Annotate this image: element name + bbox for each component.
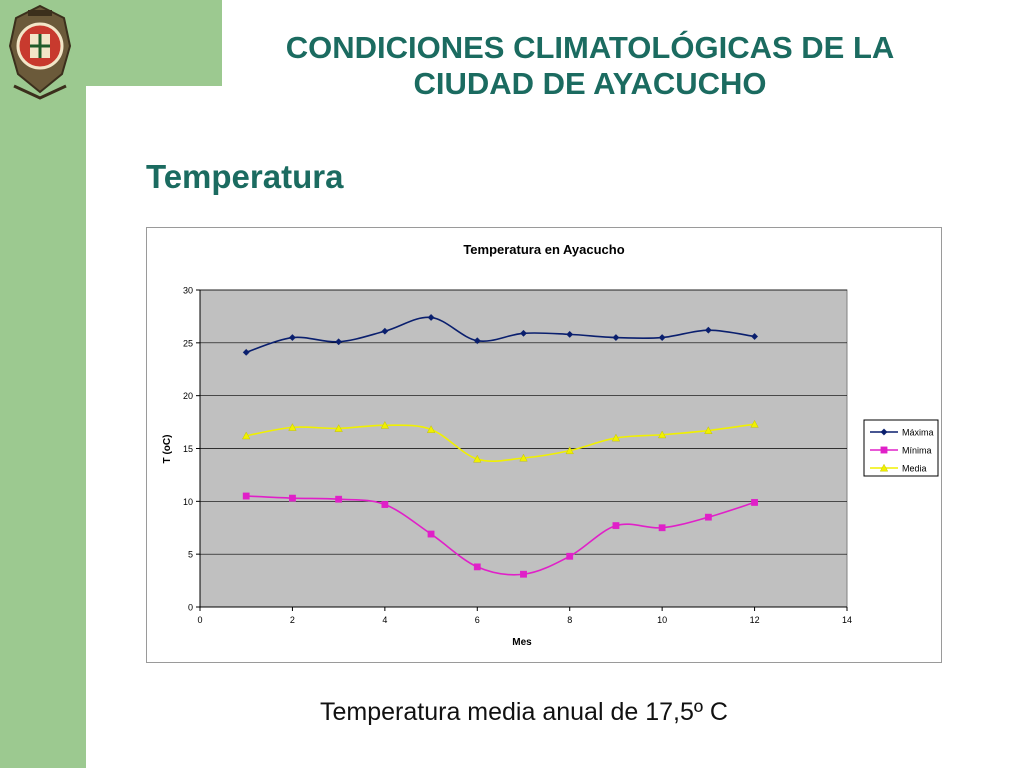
- data-point-m-xima: [520, 329, 527, 337]
- legend-label-m-nima: Mínima: [902, 446, 932, 456]
- data-point-m-nima: [751, 498, 758, 506]
- x-tick-label: 6: [475, 615, 480, 625]
- data-point-media: [380, 421, 389, 429]
- chart-title: Temperatura en Ayacucho: [463, 242, 624, 257]
- y-tick-label: 15: [183, 444, 193, 454]
- data-point-m-nima: [704, 513, 712, 521]
- series-line-m-xima: [245, 316, 755, 354]
- x-tick-label: 4: [382, 615, 387, 625]
- data-point-m-xima: [658, 334, 666, 342]
- data-point-m-xima: [427, 313, 435, 321]
- data-point-m-nima: [381, 501, 389, 508]
- legend-label-m-xima: Máxima: [902, 428, 934, 438]
- legend-marker-media: [879, 463, 889, 472]
- slide-caption: Temperatura media anual de 17,5º C: [320, 698, 728, 726]
- x-tick-label: 8: [567, 615, 572, 625]
- data-point-m-xima: [751, 333, 759, 340]
- slide-title: CONDICIONES CLIMATOLÓGICAS DE LA CIUDAD …: [285, 30, 895, 101]
- data-point-m-nima: [566, 552, 574, 560]
- x-tick-label: 2: [290, 615, 295, 625]
- y-tick-label: 30: [183, 286, 193, 296]
- series-line-media: [246, 423, 755, 462]
- y-tick-label: 25: [183, 338, 193, 348]
- chart-frame: Temperatura en Ayacucho 0 5 10 15 20 25 30 0 2 4 6…: [146, 227, 942, 663]
- x-tick-label: 10: [657, 615, 667, 625]
- y-tick-label: 5: [188, 550, 193, 560]
- data-point-media: [750, 419, 759, 428]
- legend-label-media: Media: [902, 464, 927, 474]
- data-point-m-nima: [427, 530, 435, 538]
- data-point-m-xima: [704, 326, 712, 334]
- data-point-media: [611, 433, 621, 442]
- data-point-m-nima: [520, 570, 527, 578]
- x-tick-label: 0: [197, 615, 202, 625]
- university-coat-of-arms-icon: [8, 4, 72, 100]
- data-point-media: [426, 425, 436, 433]
- y-tick-label: 20: [183, 391, 193, 401]
- y-tick-label: 0: [188, 603, 193, 613]
- data-point-m-nima: [335, 495, 343, 503]
- x-tick-label: 12: [750, 615, 760, 625]
- data-point-media: [658, 430, 667, 439]
- data-point-media: [473, 454, 482, 463]
- data-point-m-xima: [612, 334, 620, 342]
- legend-marker-m-nima: [880, 446, 888, 454]
- data-point-m-nima: [289, 494, 296, 502]
- data-point-media: [288, 423, 297, 431]
- data-point-m-nima: [473, 563, 481, 571]
- data-point-media: [565, 446, 574, 455]
- data-point-media: [242, 431, 251, 440]
- data-point-m-xima: [566, 330, 574, 338]
- data-point-m-nima: [242, 492, 250, 500]
- data-point-m-xima: [335, 338, 343, 346]
- data-point-m-nima: [658, 524, 666, 532]
- data-point-m-xima: [242, 348, 250, 356]
- legend-box: [863, 419, 939, 477]
- series-line-m-nima: [246, 495, 755, 576]
- y-axis-label: T (oC): [162, 435, 173, 464]
- side-band-left: [0, 0, 86, 768]
- data-point-m-xima: [473, 337, 481, 345]
- data-point-media: [704, 426, 713, 434]
- data-point-m-nima: [612, 522, 620, 530]
- data-point-media: [519, 453, 528, 462]
- section-heading: Temperatura: [146, 158, 344, 195]
- x-tick-label: 14: [842, 615, 852, 625]
- legend-marker-m-xima: [880, 428, 888, 436]
- x-axis-label: Mes: [512, 637, 532, 648]
- data-point-m-xima: [381, 327, 389, 335]
- data-point-media: [334, 424, 343, 432]
- data-point-m-xima: [288, 334, 296, 342]
- y-tick-label: 10: [183, 497, 193, 507]
